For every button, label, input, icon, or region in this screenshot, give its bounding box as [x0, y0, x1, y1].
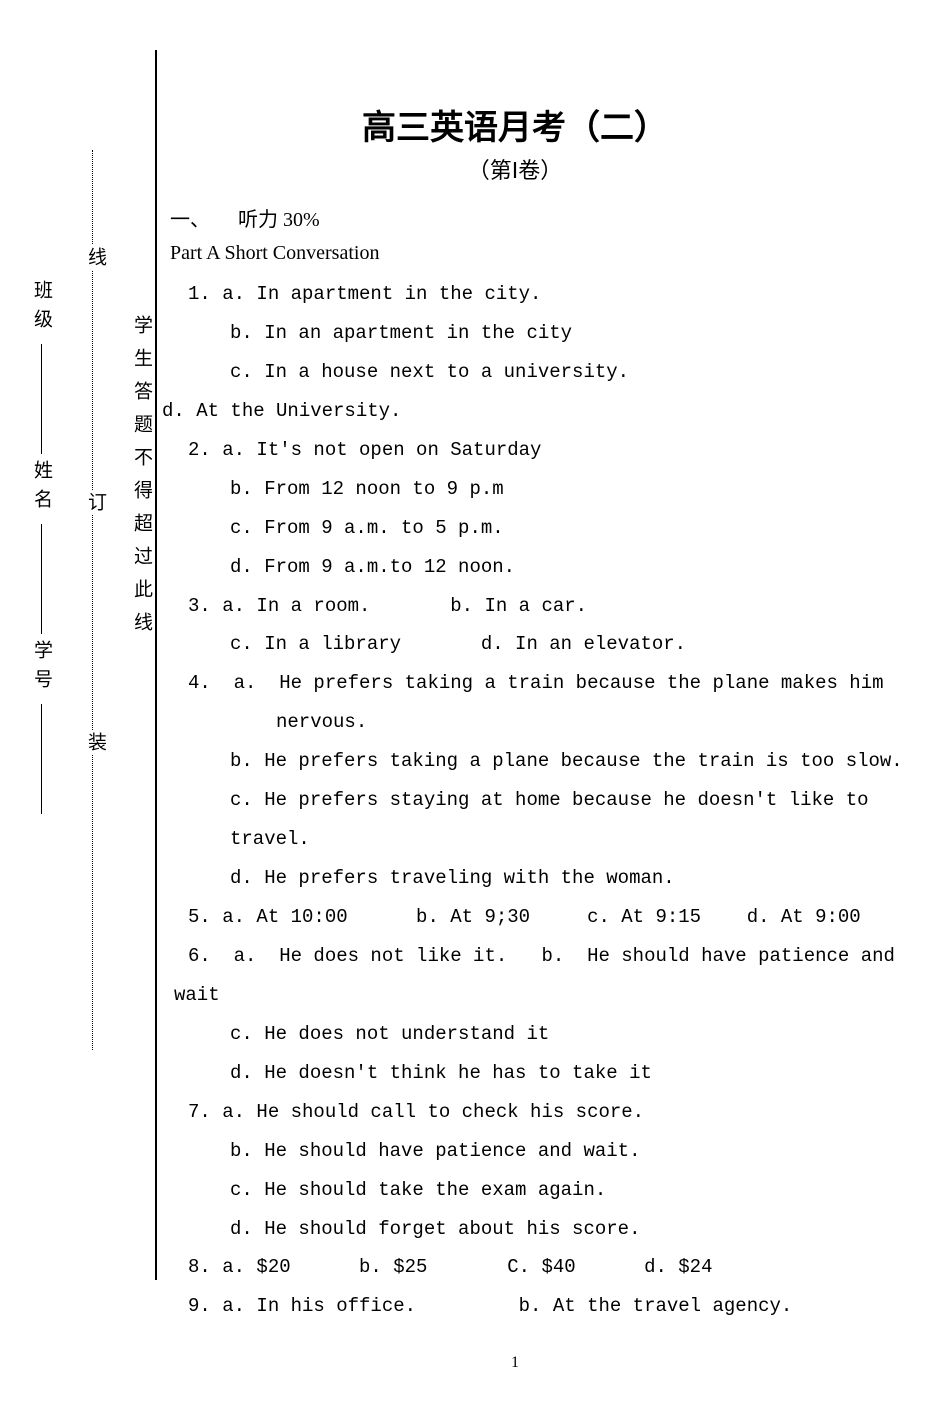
question-line: b. He prefers taking a plane because the…	[170, 742, 860, 781]
question-line: b. From 12 noon to 9 p.m	[170, 470, 860, 509]
question-line: c. He should take the exam again.	[170, 1171, 860, 1210]
doc-subtitle: （第Ⅰ卷）	[170, 153, 860, 185]
section-label: 听力 30%	[238, 209, 320, 231]
question-line: 1. a. In apartment in the city.	[170, 275, 860, 314]
question-line: 3. a. In a room. b. In a car.	[170, 587, 860, 626]
part-label: Part A Short Conversation	[170, 242, 860, 265]
question-line: 7. a. He should call to check his score.	[170, 1093, 860, 1132]
question-line: 6. a. He does not like it. b. He should …	[170, 937, 860, 976]
question-line: c. From 9 a.m. to 5 p.m.	[170, 509, 860, 548]
section-heading: 一、 听力 30%	[170, 203, 860, 232]
question-line: d. At the University.	[162, 392, 860, 431]
section-num: 一、	[170, 209, 210, 231]
question-line: wait	[170, 976, 860, 1015]
question-line: c. In a library d. In an elevator.	[170, 625, 860, 664]
question-line: b. He should have patience and wait.	[170, 1132, 860, 1171]
question-list: 1. a. In apartment in the city.b. In an …	[170, 275, 860, 1326]
page-body: 高三英语月考（二） （第Ⅰ卷） 一、 听力 30% Part A Short Co…	[0, 0, 950, 1412]
question-line: d. He doesn't think he has to take it	[170, 1054, 860, 1093]
doc-title: 高三英语月考（二）	[170, 100, 860, 149]
question-line: 2. a. It's not open on Saturday	[170, 431, 860, 470]
question-line: c. In a house next to a university.	[170, 353, 860, 392]
question-line: b. In an apartment in the city	[170, 314, 860, 353]
question-line: 9. a. In his office. b. At the travel ag…	[170, 1287, 860, 1326]
question-line: 5. a. At 10:00 b. At 9;30 c. At 9:15 d. …	[170, 898, 860, 937]
question-line: d. He should forget about his score.	[170, 1210, 860, 1249]
question-line: c. He prefers staying at home because he…	[170, 781, 860, 820]
question-line: 4. a. He prefers taking a train because …	[170, 664, 860, 703]
page-number: 1	[170, 1354, 860, 1372]
question-line: d. He prefers traveling with the woman.	[170, 859, 860, 898]
question-line: travel.	[170, 820, 860, 859]
question-line: nervous.	[170, 703, 860, 742]
question-line: c. He does not understand it	[170, 1015, 860, 1054]
question-line: 8. a. $20 b. $25 C. $40 d. $24	[170, 1248, 860, 1287]
question-line: d. From 9 a.m.to 12 noon.	[170, 548, 860, 587]
